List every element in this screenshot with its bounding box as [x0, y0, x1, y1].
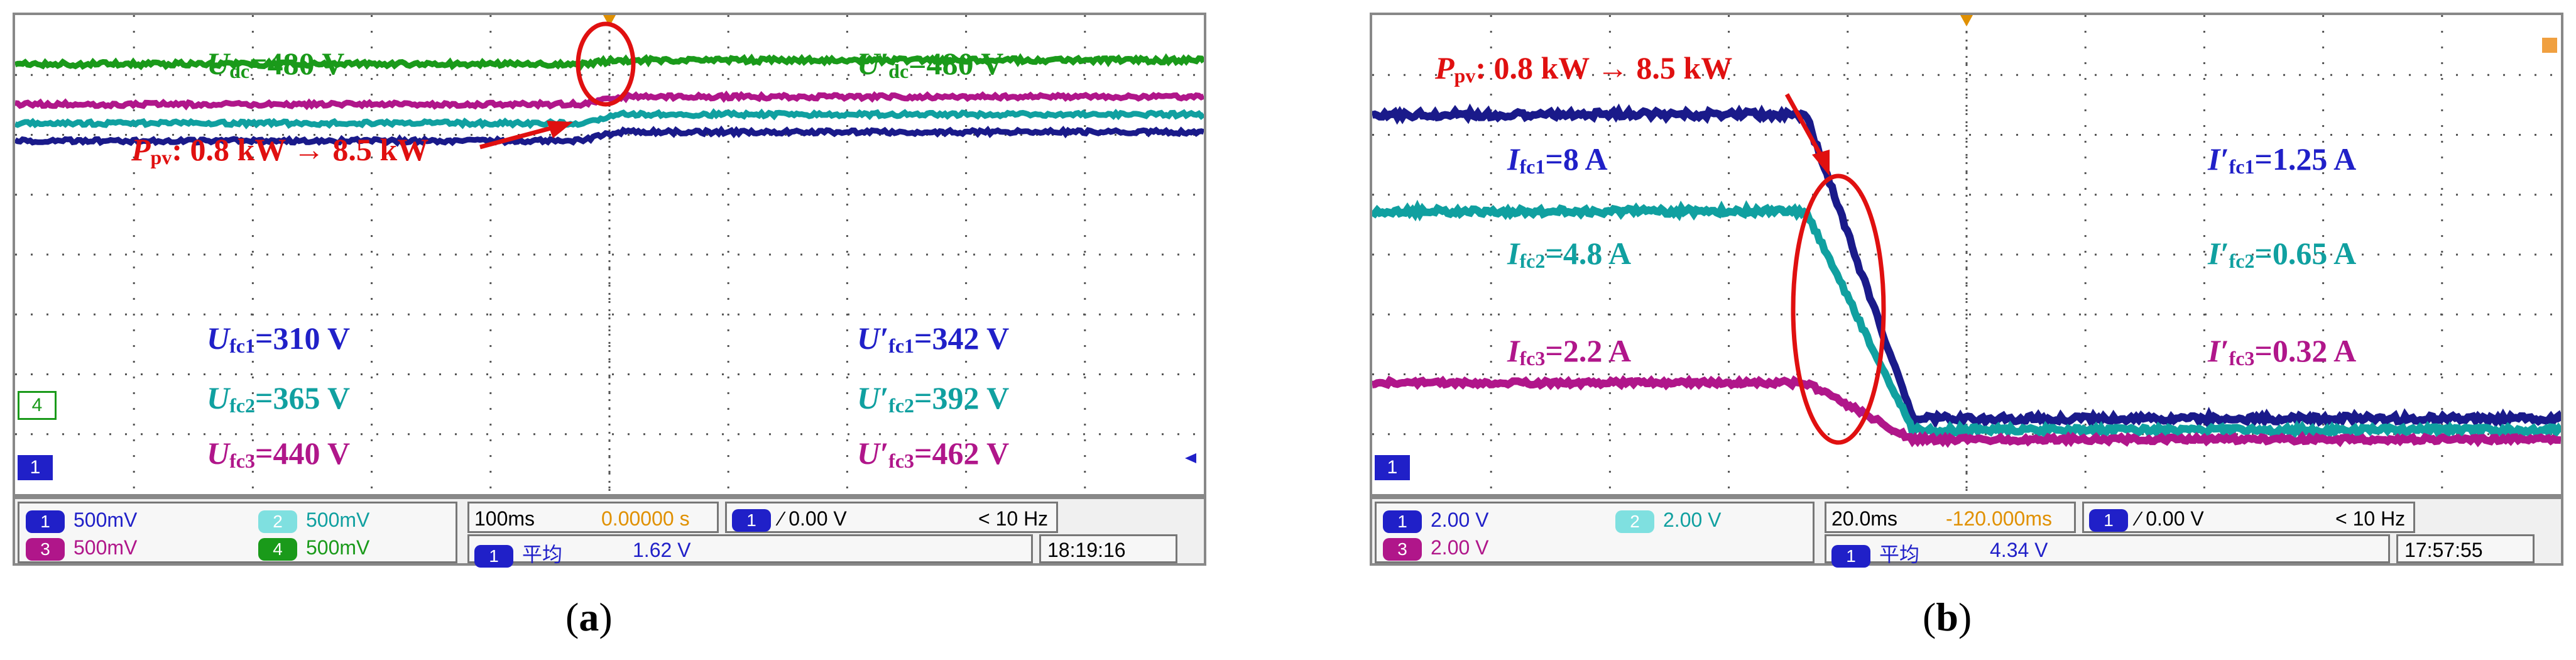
channel-scales-a: 1 500mV 2 500mV 3 500mV 4 500mV — [18, 502, 457, 563]
scope-screen-b: Ppv: 0.8 kW → 8.5 kW Ifc1=8 A Ifc2=4.8 A… — [1370, 13, 2563, 497]
label-udc: Udc=480 V — [207, 45, 344, 83]
avg-value-b: 4.34 V — [1990, 539, 2048, 562]
panel-b: Ppv: 0.8 kW → 8.5 kW Ifc1=8 A Ifc2=4.8 A… — [1370, 13, 2563, 566]
status-bar-b: 1 2.00 V 2 2.00 V 3 2.00 V 20.0ms -120.000m… — [1370, 497, 2563, 566]
arrow-head-b — [1812, 150, 1830, 176]
scope-screen-a: Udc=480 V U′dc=480 V Ppv: 0.8 kW → 8.5 k… — [13, 13, 1206, 497]
ch1-scale[interactable]: 1 500mV — [26, 509, 137, 533]
channel1-marker-b[interactable]: 1 — [1375, 455, 1410, 480]
trigger-b[interactable]: 1 ∕ 0.00 V < 10 Hz — [2082, 502, 2415, 533]
label-ppv: Ppv: 0.8 kW → 8.5 kW — [131, 131, 428, 169]
time-div-b: 20.0ms — [1831, 507, 1897, 531]
avg-value: 1.62 V — [633, 539, 691, 562]
label-ifc2-prime: I′fc2=0.65 A — [2208, 235, 2356, 273]
clock-b-text: 17:57:55 — [2404, 539, 2483, 562]
timebase-b[interactable]: 20.0ms -120.000ms — [1825, 502, 2076, 533]
ch3-scale-b[interactable]: 3 2.00 V — [1383, 536, 1489, 561]
label-ifc2: Ifc2=4.8 A — [1507, 235, 1631, 273]
channel1-marker[interactable]: 1 — [18, 455, 53, 480]
clock-b: 17:57:55 — [2396, 534, 2535, 563]
label-udc-prime: U′dc=480 V — [857, 45, 1003, 83]
trigger-marker-b — [1960, 15, 1973, 26]
clock-a: 18:19:16 — [1039, 534, 1177, 563]
delay-b: -120.000ms — [1946, 507, 2052, 531]
panel-a: Udc=480 V U′dc=480 V Ppv: 0.8 kW → 8.5 k… — [13, 13, 1206, 566]
ch1-scale-b[interactable]: 1 2.00 V — [1383, 509, 1489, 533]
ch2-scale-b[interactable]: 2 2.00 V — [1615, 509, 1722, 533]
right-edge-marker-a — [1185, 453, 1196, 463]
trigger-a[interactable]: 1 ∕ 0.00 V < 10 Hz — [725, 502, 1058, 533]
caption-b: (b) — [1923, 594, 1972, 641]
label-ufc1-prime: U′fc1=342 V — [857, 320, 1009, 358]
ch4-scale[interactable]: 4 500mV — [258, 536, 369, 561]
label-ppv-b: Ppv: 0.8 kW → 8.5 kW — [1435, 50, 1732, 87]
label-ufc2: Ufc2=365 V — [207, 380, 350, 417]
arrow-shaft-b — [1787, 94, 1821, 157]
label-ifc1: Ifc1=8 A — [1507, 141, 1608, 179]
status-bar-a: 1 500mV 2 500mV 3 500mV 4 500mV 100ms 0.0000… — [13, 497, 1206, 566]
ch2-scale[interactable]: 2 500mV — [258, 509, 369, 533]
channel4-marker[interactable]: 4 — [18, 391, 57, 420]
clock: 18:19:16 — [1047, 539, 1126, 562]
delay: 0.00000 s — [601, 507, 690, 531]
waveform-plot-a — [15, 15, 1204, 494]
avg-label-b: 平均 — [1879, 543, 1919, 566]
label-ifc3-prime: I′fc3=0.32 A — [2208, 333, 2356, 370]
label-ufc3: Ufc3=440 V — [207, 435, 350, 473]
corner-marker-b — [2542, 38, 2557, 53]
label-ifc3: Ifc3=2.2 A — [1507, 333, 1631, 370]
caption-a: (a) — [565, 594, 613, 641]
time-div: 100ms — [474, 507, 535, 531]
label-ufc1: Ufc1=310 V — [207, 320, 350, 358]
label-ufc2-prime: U′fc2=392 V — [857, 380, 1009, 417]
label-ufc3-prime: U′fc3=462 V — [857, 435, 1009, 473]
label-ifc1-prime: I′fc1=1.25 A — [2208, 141, 2356, 179]
trigger-freq-b: < 10 Hz — [2335, 507, 2405, 531]
trigger-freq: < 10 Hz — [978, 507, 1048, 531]
timebase-a[interactable]: 100ms 0.00000 s — [467, 502, 719, 533]
measure-a[interactable]: 1 平均 1.62 V — [467, 534, 1033, 563]
trigger-level: ∕ 0.00 V — [780, 507, 847, 530]
trigger-level-b: ∕ 0.00 V — [2137, 507, 2204, 530]
avg-label: 平均 — [522, 543, 562, 566]
channel-scales-b: 1 2.00 V 2 2.00 V 3 2.00 V — [1375, 502, 1815, 563]
ch3-scale[interactable]: 3 500mV — [26, 536, 137, 561]
measure-b[interactable]: 1 平均 4.34 V — [1825, 534, 2390, 563]
